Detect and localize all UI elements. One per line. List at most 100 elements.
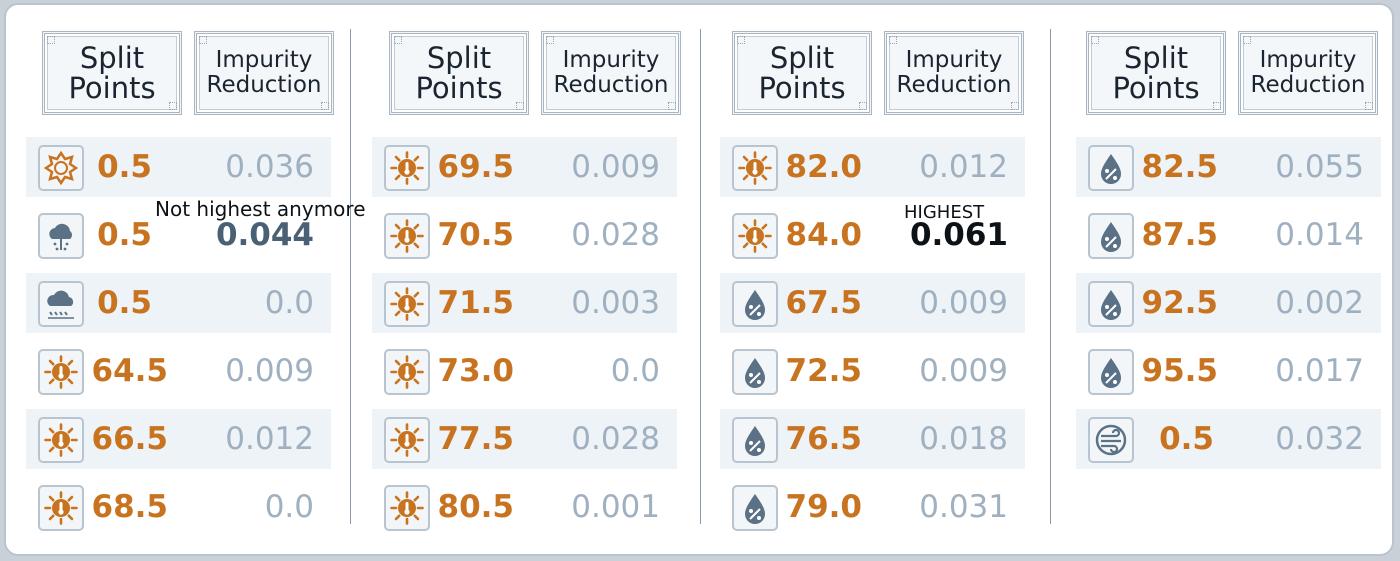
table-row: 71.5 0.003 <box>372 273 677 333</box>
split-point-value: 72.5 <box>785 353 863 389</box>
impurity-reduction-header: Impurity Reduction <box>194 31 334 115</box>
impurity-reduction-value: 0.017 <box>1275 353 1364 389</box>
split-point-value: 69.5 <box>437 149 515 185</box>
impurity-reduction-value: 0.0 <box>264 489 314 525</box>
split-point-value: 82.5 <box>1141 149 1219 185</box>
split-point-value: 71.5 <box>437 285 515 321</box>
thermometer-sun-icon <box>38 349 84 395</box>
split-point-value: 0.5 <box>97 149 152 185</box>
impurity-reduction-header-label: Impurity Reduction <box>897 48 1012 98</box>
split-point-value: 84.0 <box>785 217 863 253</box>
annotation-highest: HIGHEST <box>904 202 985 223</box>
table-row: 0.5 0.036 <box>26 137 331 197</box>
table-row: 69.5 0.009 <box>372 137 677 197</box>
impurity-reduction-value: 0.009 <box>571 149 660 185</box>
impurity-reduction-value: 0.044 <box>215 217 314 253</box>
table-row: 68.5 0.0 <box>26 477 331 537</box>
header-line: Split <box>426 41 492 75</box>
table-row: 79.0 0.031 <box>720 477 1025 537</box>
split-points-header-label: Split Points <box>68 43 155 103</box>
table-row: 66.5 0.012 <box>26 409 331 469</box>
split-points-header-label: Split Points <box>758 43 845 103</box>
humidity-drop-icon <box>1088 145 1134 191</box>
split-point-value: 66.5 <box>91 421 169 457</box>
table-row: 0.5 0.0 <box>26 273 331 333</box>
split-points-header-label: Split Points <box>1112 43 1199 103</box>
impurity-reduction-value: 0.061 <box>909 217 1008 253</box>
header-line: Points <box>1112 71 1200 105</box>
impurity-reduction-header-label: Impurity Reduction <box>1251 48 1366 98</box>
table-row: 95.5 0.017 <box>1076 341 1381 401</box>
header-line: Impurity <box>562 47 660 73</box>
split-point-value: 67.5 <box>785 285 863 321</box>
impurity-reduction-header: Impurity Reduction <box>1238 31 1378 115</box>
thermometer-sun-icon <box>732 145 778 191</box>
humidity-drop-icon <box>1088 213 1134 259</box>
wind-icon <box>1088 417 1134 463</box>
header-line: Reduction <box>896 72 1012 98</box>
thermometer-sun-icon <box>384 213 430 259</box>
split-point-value: 80.5 <box>437 489 515 525</box>
impurity-reduction-value: 0.012 <box>919 149 1008 185</box>
impurity-reduction-value: 0.028 <box>571 421 660 457</box>
impurity-reduction-value: 0.002 <box>1275 285 1364 321</box>
table-row: 67.5 0.009 <box>720 273 1025 333</box>
thermometer-sun-icon <box>384 417 430 463</box>
impurity-reduction-value: 0.055 <box>1275 149 1364 185</box>
impurity-reduction-value: 0.009 <box>225 353 314 389</box>
header-line: Reduction <box>553 72 669 98</box>
split-points-header: Split Points <box>42 31 182 115</box>
annotation-not-highest: Not highest anymore <box>155 197 366 221</box>
impurity-reduction-header: Impurity Reduction <box>541 31 681 115</box>
header-line: Points <box>758 71 846 105</box>
header-line: Split <box>1123 41 1189 75</box>
thermometer-sun-icon <box>384 281 430 327</box>
table-row: 0.5 0.044 <box>26 205 331 265</box>
impurity-reduction-value: 0.031 <box>919 489 1008 525</box>
split-point-value: 82.0 <box>785 149 863 185</box>
table-row: 82.5 0.055 <box>1076 137 1381 197</box>
header-line: Impurity <box>1259 47 1357 73</box>
table-row: 72.5 0.009 <box>720 341 1025 401</box>
impurity-reduction-header-label: Impurity Reduction <box>207 48 322 98</box>
header-line: Impurity <box>215 47 313 73</box>
humidity-drop-icon <box>1088 349 1134 395</box>
humidity-drop-icon <box>732 485 778 531</box>
impurity-reduction-value: 0.001 <box>571 489 660 525</box>
sun-outline-icon <box>38 145 84 191</box>
thermometer-sun-icon <box>38 485 84 531</box>
impurity-reduction-header: Impurity Reduction <box>884 31 1024 115</box>
thermometer-sun-icon <box>384 349 430 395</box>
table-row: 0.5 0.032 <box>1076 409 1381 469</box>
split-point-value: 0.5 <box>97 217 152 253</box>
column-4: Split Points Impurity Reduction 82.5 0.055 8… <box>1068 5 1400 558</box>
header-line: Points <box>415 71 503 105</box>
table-row: 87.5 0.014 <box>1076 205 1381 265</box>
table-row: 84.0 0.061 <box>720 205 1025 265</box>
split-points-header: Split Points <box>732 31 872 115</box>
table-row: 77.5 0.028 <box>372 409 677 469</box>
thermometer-sun-icon <box>384 145 430 191</box>
column-divider <box>350 29 351 524</box>
column-divider <box>700 29 701 524</box>
thermometer-sun-icon <box>732 213 778 259</box>
impurity-reduction-value: 0.032 <box>1275 421 1364 457</box>
impurity-reduction-value: 0.018 <box>919 421 1008 457</box>
impurity-reduction-value: 0.009 <box>919 353 1008 389</box>
split-point-value: 87.5 <box>1141 217 1219 253</box>
split-point-value: 70.5 <box>437 217 515 253</box>
split-points-header: Split Points <box>389 31 529 115</box>
split-point-value: 64.5 <box>91 353 169 389</box>
split-points-header: Split Points <box>1086 31 1226 115</box>
thermometer-sun-icon <box>38 417 84 463</box>
table-row: 76.5 0.018 <box>720 409 1025 469</box>
table-row: 73.0 0.0 <box>372 341 677 401</box>
split-points-board: Split Points Impurity Reduction 0.5 0.036 0.… <box>4 3 1394 556</box>
header-line: Points <box>68 71 156 105</box>
impurity-reduction-value: 0.036 <box>225 149 314 185</box>
impurity-reduction-value: 0.0 <box>610 353 660 389</box>
table-row: 92.5 0.002 <box>1076 273 1381 333</box>
split-point-value: 95.5 <box>1141 353 1219 389</box>
header-line: Reduction <box>1250 72 1366 98</box>
column-1: Split Points Impurity Reduction 0.5 0.036 0.… <box>18 5 358 558</box>
